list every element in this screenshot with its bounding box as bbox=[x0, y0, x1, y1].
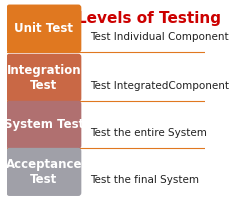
FancyBboxPatch shape bbox=[6, 148, 81, 196]
Text: Levels of Testing: Levels of Testing bbox=[77, 11, 221, 26]
Text: Acceptance
Test: Acceptance Test bbox=[6, 158, 82, 186]
Text: Integration
Test: Integration Test bbox=[7, 64, 81, 92]
Text: Test the final System: Test the final System bbox=[90, 175, 199, 185]
Text: Test the entire System: Test the entire System bbox=[90, 128, 207, 138]
FancyBboxPatch shape bbox=[6, 4, 81, 53]
Text: System Test: System Test bbox=[4, 118, 84, 131]
Text: Unit Test: Unit Test bbox=[14, 22, 73, 35]
Text: Test IntegratedComponent: Test IntegratedComponent bbox=[90, 81, 229, 91]
Text: Test Individual Component: Test Individual Component bbox=[90, 32, 229, 42]
FancyBboxPatch shape bbox=[6, 101, 81, 149]
FancyBboxPatch shape bbox=[6, 54, 81, 102]
